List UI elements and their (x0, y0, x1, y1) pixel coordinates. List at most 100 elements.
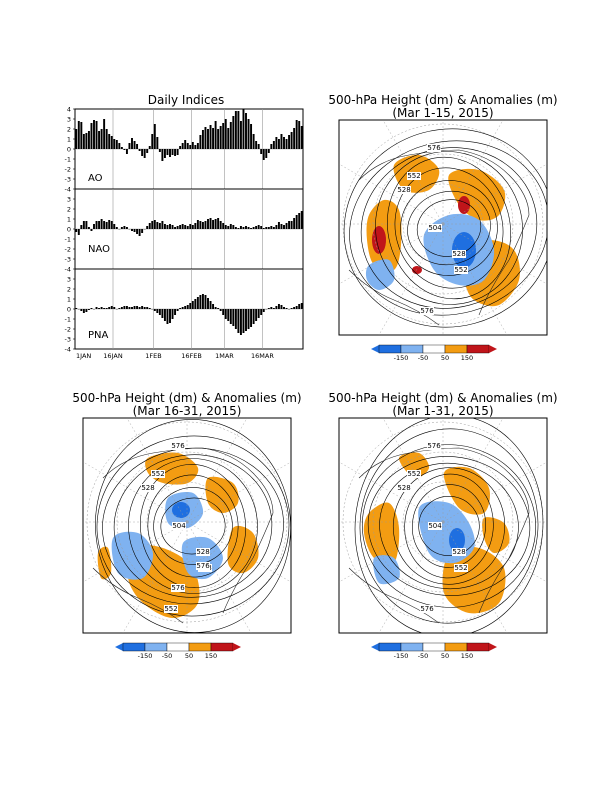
bar (174, 309, 176, 315)
bar (91, 308, 93, 309)
scale-segment (445, 345, 467, 353)
bar (91, 123, 93, 149)
bar (108, 134, 110, 149)
bar (80, 225, 82, 229)
bar (197, 143, 199, 149)
bar (164, 149, 166, 158)
map-panel-mar16-31: 500-hPa Height (dm) & Anomalies (m) (Mar… (47, 382, 327, 662)
bar (164, 224, 166, 229)
bar (167, 149, 169, 155)
bar (146, 226, 148, 229)
contour-label: 504 (172, 522, 186, 530)
bar (301, 211, 303, 229)
contour-label: 504 (428, 522, 442, 530)
bar (275, 137, 277, 149)
bar (121, 307, 123, 309)
bar (123, 226, 125, 229)
bar (240, 121, 242, 149)
bar (85, 133, 87, 149)
bar (167, 309, 169, 324)
bar (212, 128, 214, 149)
bar (298, 304, 300, 309)
scale-arrow-left (115, 643, 123, 651)
bar (248, 119, 250, 149)
daily-indices-chart: Daily Indices 43210-1-2-3-4AO3210-1-2-3-… (65, 93, 303, 360)
bar (129, 307, 131, 309)
map-panel-mar1-31: 500-hPa Height (dm) & Anomalies (m) (Mar… (303, 382, 583, 662)
bar (113, 307, 115, 309)
bar (139, 307, 141, 309)
bar (161, 149, 163, 161)
bar (230, 122, 232, 149)
bar (139, 149, 141, 151)
scale-tick-label: 150 (205, 652, 217, 660)
strong-positive-anomaly (412, 266, 422, 274)
y-tick-label: -4 (65, 346, 71, 354)
map-subtitle: (Mar 1-31, 2015) (392, 404, 493, 418)
bar (235, 111, 237, 149)
bar (149, 308, 151, 309)
bar (172, 309, 174, 319)
bar (156, 222, 158, 229)
bar (205, 221, 207, 229)
bar (270, 144, 272, 149)
bar (182, 307, 184, 309)
y-tick-label: -2 (65, 326, 71, 334)
bar (172, 149, 174, 155)
bar (296, 306, 298, 309)
scale-arrow-left (371, 643, 379, 651)
bar (103, 221, 105, 229)
bar (215, 219, 217, 229)
bar (151, 134, 153, 149)
bar (192, 225, 194, 229)
bar (80, 309, 82, 311)
bar (151, 221, 153, 229)
bar (75, 308, 77, 309)
bar (141, 306, 143, 309)
bar (283, 225, 285, 229)
bar (161, 221, 163, 229)
bar (222, 123, 224, 149)
bar (187, 143, 189, 149)
map-panel-mar1-15: 500-hPa Height (dm) & Anomalies (m) (Mar… (303, 84, 583, 364)
x-tick-label: 1FEB (145, 352, 161, 360)
scale-segment (401, 345, 423, 353)
scale-tick-label: -50 (418, 354, 429, 362)
bar (80, 122, 82, 149)
bar (235, 309, 237, 329)
scale-segment (401, 643, 423, 651)
bar (131, 229, 133, 231)
bar (275, 306, 277, 309)
bar (296, 215, 298, 229)
bar (283, 307, 285, 309)
bar (227, 309, 229, 321)
bar (296, 120, 298, 149)
y-tick-label: 0 (67, 146, 71, 154)
scale-arrow-right (233, 643, 241, 651)
bar (126, 227, 128, 229)
bar (174, 149, 176, 156)
bar (235, 227, 237, 229)
bar (215, 307, 217, 309)
bar (227, 128, 229, 149)
bar (154, 220, 156, 229)
scale-segment (379, 345, 401, 353)
y-tick-label: 3 (67, 116, 71, 124)
y-tick-label: 0 (67, 306, 71, 314)
bar (179, 225, 181, 229)
bar (91, 229, 93, 231)
bar (301, 303, 303, 309)
bar (258, 225, 260, 229)
scale-tick-label: 50 (441, 354, 449, 362)
bar (281, 224, 283, 229)
scale-arrow-left (371, 345, 379, 353)
bar (111, 221, 113, 229)
bar (268, 308, 270, 309)
y-tick-label: -4 (65, 266, 71, 274)
bar (250, 124, 252, 149)
bar (141, 149, 143, 156)
bar (134, 141, 136, 149)
bar (278, 304, 280, 309)
